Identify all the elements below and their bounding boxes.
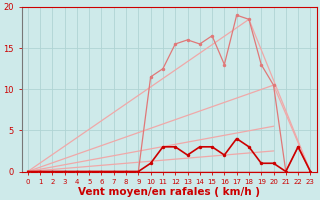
X-axis label: Vent moyen/en rafales ( km/h ): Vent moyen/en rafales ( km/h ) — [78, 187, 260, 197]
